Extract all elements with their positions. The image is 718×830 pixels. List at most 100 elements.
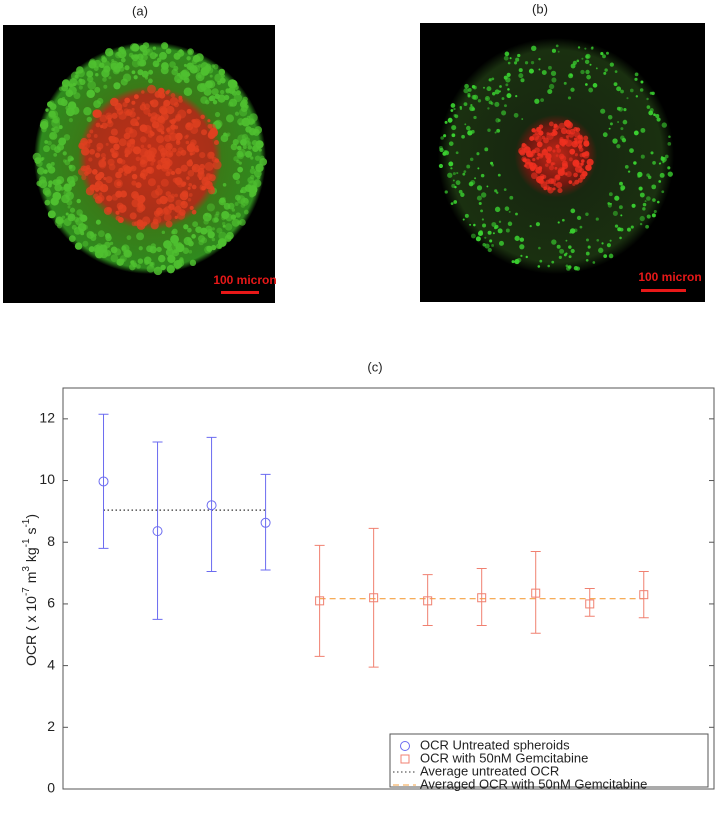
cell	[501, 110, 507, 116]
cell	[573, 228, 578, 233]
cell	[110, 254, 119, 263]
cell	[47, 140, 52, 146]
cell	[115, 171, 122, 179]
cell	[166, 127, 171, 133]
cell	[68, 164, 73, 169]
cell	[141, 90, 145, 94]
cell	[633, 161, 637, 165]
cell	[221, 215, 226, 221]
cell	[82, 240, 89, 247]
cell	[555, 154, 559, 157]
cell	[216, 227, 223, 234]
cell	[469, 105, 475, 112]
cell	[603, 71, 607, 75]
cell	[170, 124, 176, 130]
cell	[547, 88, 553, 95]
cell	[122, 73, 132, 82]
cell	[136, 53, 144, 61]
cell	[488, 100, 493, 105]
cell	[576, 59, 580, 63]
cell	[191, 234, 196, 239]
cell	[161, 230, 166, 235]
cell	[93, 193, 99, 200]
cell	[103, 65, 111, 73]
cell	[595, 217, 599, 221]
cell	[222, 221, 226, 226]
cell	[129, 127, 133, 131]
cell	[522, 158, 527, 163]
cell	[585, 69, 590, 75]
cell	[556, 244, 561, 249]
cell	[214, 119, 223, 129]
cell	[186, 176, 190, 180]
error-bar	[368, 527, 379, 668]
error-bar	[638, 571, 649, 619]
cell	[186, 122, 191, 128]
cell	[225, 213, 233, 222]
cell	[537, 132, 542, 138]
cell	[478, 201, 482, 206]
cell	[47, 210, 56, 219]
cell	[36, 180, 43, 187]
cell	[450, 103, 456, 108]
cell	[447, 172, 453, 178]
cell	[528, 68, 534, 74]
cell	[586, 158, 594, 166]
cell	[550, 162, 554, 166]
cell	[196, 83, 206, 93]
cell	[619, 181, 623, 186]
cell	[227, 101, 234, 107]
cell	[88, 246, 95, 253]
cell	[116, 258, 124, 266]
cell	[438, 163, 444, 169]
cell	[568, 255, 572, 259]
cell	[158, 128, 163, 133]
cell	[583, 135, 589, 141]
cell	[178, 98, 183, 103]
cell	[498, 240, 504, 246]
cell	[170, 170, 176, 176]
cell	[129, 43, 139, 52]
cell	[207, 123, 213, 129]
cell	[494, 189, 498, 193]
y-axis-label-part: -1	[21, 538, 32, 547]
cell	[86, 70, 94, 78]
cell	[614, 195, 620, 201]
cell	[191, 58, 198, 65]
cell	[66, 176, 75, 184]
cell	[143, 103, 151, 110]
cell	[242, 145, 247, 150]
cell	[519, 149, 526, 156]
cell	[548, 121, 554, 127]
cell	[140, 172, 144, 177]
cell	[617, 121, 619, 123]
cell	[169, 61, 176, 68]
cell	[67, 205, 71, 209]
legend-label: Average untreated OCR	[420, 763, 559, 778]
cell	[103, 84, 108, 89]
cell	[581, 152, 587, 158]
cell	[89, 148, 96, 155]
cell	[187, 198, 192, 202]
cell	[183, 63, 187, 67]
cell	[639, 88, 644, 92]
cell	[200, 62, 209, 71]
panel-label: (a)	[132, 3, 148, 18]
cell	[241, 117, 251, 127]
cell	[157, 185, 161, 189]
cell	[202, 212, 212, 222]
cell	[467, 87, 472, 92]
cell	[661, 190, 665, 194]
cell	[634, 72, 639, 77]
cell	[156, 57, 162, 63]
cell	[49, 132, 56, 140]
cell	[95, 72, 99, 77]
cell	[587, 245, 591, 249]
cell	[198, 172, 203, 178]
cell	[524, 161, 532, 169]
cell	[231, 218, 240, 227]
cell	[65, 107, 75, 117]
cell	[570, 87, 575, 92]
cell	[585, 258, 589, 262]
cell	[555, 144, 560, 149]
